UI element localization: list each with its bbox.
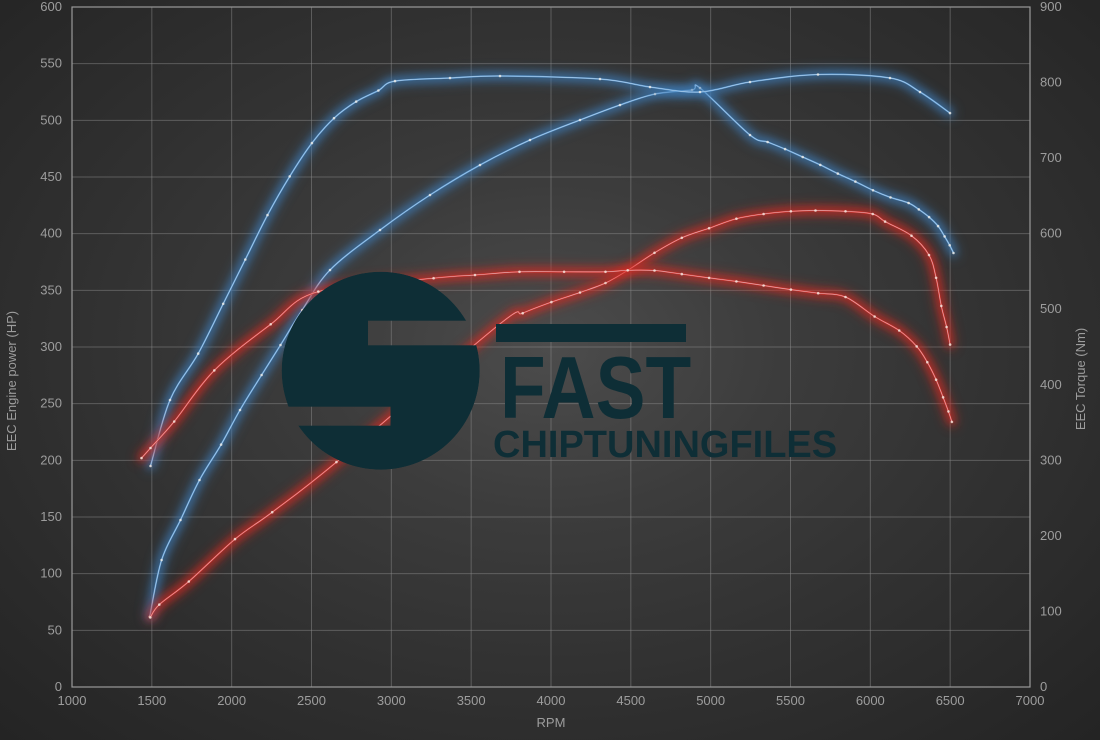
svg-text:400: 400	[1040, 377, 1062, 392]
svg-text:2500: 2500	[297, 693, 326, 708]
svg-text:300: 300	[1040, 452, 1062, 467]
svg-text:3500: 3500	[457, 693, 486, 708]
svg-text:6500: 6500	[936, 693, 965, 708]
svg-text:600: 600	[40, 0, 62, 14]
svg-text:150: 150	[40, 509, 62, 524]
svg-text:EEC Engine power (HP): EEC Engine power (HP)	[4, 311, 19, 451]
svg-text:550: 550	[40, 56, 62, 71]
svg-text:600: 600	[1040, 226, 1062, 241]
svg-text:3000: 3000	[377, 693, 406, 708]
svg-text:EEC Torque (Nm): EEC Torque (Nm)	[1073, 328, 1088, 430]
svg-text:500: 500	[1040, 301, 1062, 316]
svg-text:0: 0	[1040, 679, 1047, 694]
svg-text:400: 400	[40, 226, 62, 241]
svg-text:50: 50	[48, 622, 62, 637]
svg-text:FAST: FAST	[500, 339, 691, 437]
svg-text:450: 450	[40, 169, 62, 184]
svg-text:1500: 1500	[137, 693, 166, 708]
svg-text:2000: 2000	[217, 693, 246, 708]
svg-text:4500: 4500	[616, 693, 645, 708]
svg-text:CHIPTUNINGFILES: CHIPTUNINGFILES	[493, 424, 837, 466]
svg-text:300: 300	[40, 339, 62, 354]
svg-text:RPM: RPM	[537, 715, 566, 730]
svg-text:700: 700	[1040, 150, 1062, 165]
svg-text:350: 350	[40, 282, 62, 297]
svg-text:200: 200	[1040, 528, 1062, 543]
svg-text:0: 0	[55, 679, 62, 694]
svg-text:100: 100	[1040, 603, 1062, 618]
svg-text:250: 250	[40, 396, 62, 411]
svg-text:5000: 5000	[696, 693, 725, 708]
svg-text:900: 900	[1040, 0, 1062, 14]
svg-text:5500: 5500	[776, 693, 805, 708]
svg-text:500: 500	[40, 112, 62, 127]
svg-text:100: 100	[40, 566, 62, 581]
svg-text:1000: 1000	[58, 693, 87, 708]
svg-text:4000: 4000	[537, 693, 566, 708]
svg-text:6000: 6000	[856, 693, 885, 708]
svg-text:200: 200	[40, 452, 62, 467]
svg-text:800: 800	[1040, 75, 1062, 90]
svg-text:7000: 7000	[1016, 693, 1045, 708]
